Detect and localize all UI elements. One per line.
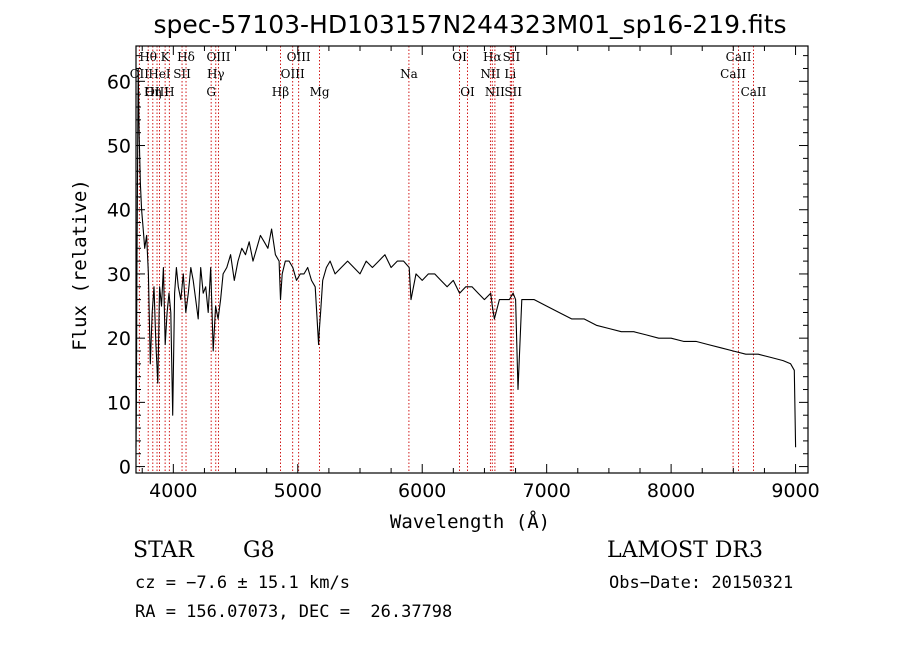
y-tick-label: 0 <box>119 457 131 479</box>
object-subclass: G8 <box>243 538 275 563</box>
spectrum-line <box>135 67 797 448</box>
x-axis-label: Wavelength (Å) <box>390 510 550 533</box>
line-marker-label: Hβ <box>272 85 289 99</box>
y-tick-label: 20 <box>107 328 131 350</box>
axis-ticks: 4000 5000 6000 7000 8000 9000 0 10 20 30 40 50 60 <box>107 46 820 502</box>
line-marker-label: Hγ <box>207 67 225 81</box>
line-marker-label: NII <box>485 85 505 99</box>
line-marker-label: OIII <box>145 85 169 99</box>
coordinates-text: RA = 156.07073, DEC = 26.37798 <box>135 602 453 622</box>
y-tick-label: 30 <box>107 264 131 286</box>
emission-line-markers: OII Hθ OIII HeI K Hη H SII Hδ OIII Hγ G OIII OIII Hβ Mg… <box>130 46 767 473</box>
line-marker-label: Li <box>504 67 516 81</box>
y-tick-label: 40 <box>107 200 131 222</box>
line-marker-label: Hα <box>483 50 502 64</box>
line-marker-label: Hη <box>144 85 162 99</box>
x-tick-label: 7000 <box>522 480 570 502</box>
y-tick-label: 50 <box>107 136 131 158</box>
y-tick-label: 60 <box>107 71 131 93</box>
line-marker-label: OI <box>460 85 475 99</box>
line-marker-label: CaII <box>741 85 767 99</box>
line-marker-label: HeI <box>148 67 171 81</box>
line-marker-label: Hθ <box>139 50 157 64</box>
x-tick-label: 9000 <box>771 480 819 502</box>
line-marker-label: OII <box>130 67 150 81</box>
x-tick-label: 6000 <box>398 480 446 502</box>
object-class: STAR <box>133 538 194 563</box>
line-marker-label: SII <box>504 85 522 99</box>
line-marker-label: Hδ <box>177 50 195 64</box>
x-tick-label: 8000 <box>647 480 695 502</box>
line-marker-label: SII <box>503 50 521 64</box>
line-marker-label: Mg <box>310 85 330 99</box>
obs-date-text: Obs−Date: 20150321 <box>609 573 794 593</box>
line-marker-label: OI <box>452 50 467 64</box>
line-marker-label: H <box>164 85 174 99</box>
survey-name: LAMOST DR3 <box>607 538 763 563</box>
y-axis-label: Flux (relative) <box>69 179 91 351</box>
line-marker-label: NII <box>480 67 500 81</box>
x-tick-label: 5000 <box>274 480 322 502</box>
line-marker-label: G <box>206 85 216 99</box>
line-marker-label: SII <box>173 67 191 81</box>
chart-title: spec-57103-HD103157N244323M01_sp16-219.f… <box>153 10 786 39</box>
spectrum-series <box>135 67 797 448</box>
line-marker-label: CaII <box>726 50 752 64</box>
line-marker-label: OIII <box>281 67 305 81</box>
line-marker-label: OIII <box>287 50 311 64</box>
line-marker-label: OIII <box>206 50 230 64</box>
x-tick-label: 4000 <box>149 480 197 502</box>
y-tick-label: 10 <box>107 392 131 414</box>
line-marker-label: Na <box>400 67 418 81</box>
redshift-text: cz = −7.6 ± 15.1 km/s <box>135 573 350 593</box>
plot-frame <box>135 45 809 474</box>
line-marker-label: CaII <box>720 67 746 81</box>
line-marker-label: K <box>161 50 171 64</box>
